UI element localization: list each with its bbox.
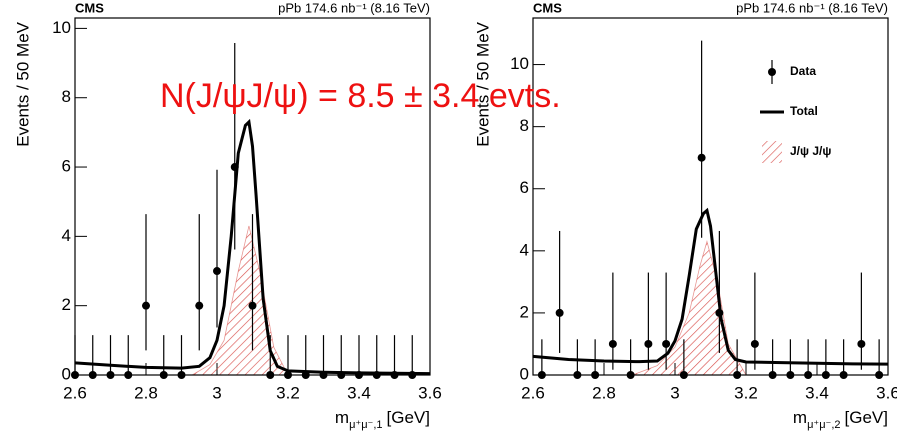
x-tick-label: 2.8 — [592, 383, 616, 402]
x-axis-title-main: m — [793, 408, 807, 427]
data-point — [750, 339, 759, 348]
y-tick-label: 2 — [520, 302, 529, 321]
data-point — [857, 339, 866, 348]
legend-symbol — [768, 68, 776, 76]
experiment-label: CMS — [533, 0, 562, 15]
plot-frame — [74, 17, 431, 376]
legend-label: Total — [790, 104, 818, 118]
x-axis-title-sub: μ⁺μ⁻,2 — [807, 419, 840, 431]
y-tick-label: 6 — [520, 178, 529, 197]
x-axis-title: mμ⁺μ⁻,1 [GeV] — [335, 408, 430, 431]
run-label: pPb 174.6 nb⁻¹ (8.16 TeV) — [736, 0, 888, 15]
data-point — [662, 339, 671, 348]
legend-label: J/ψ J/ψ — [790, 144, 831, 158]
run-label: pPb 174.6 nb⁻¹ (8.16 TeV) — [278, 0, 430, 15]
panel: 0 2 4 6 8 10 2.6 2.8 3 3.2 3.4 3.6 CMS pPb 174.6 nb⁻¹… — [473, 0, 897, 431]
data-point — [230, 163, 239, 172]
signal-area — [632, 240, 747, 376]
signal-area — [190, 225, 289, 376]
data-point — [608, 339, 617, 348]
x-tick-label: 3.2 — [276, 383, 300, 402]
data-point — [195, 301, 204, 310]
x-tick-label: 3.4 — [347, 383, 371, 402]
y-tick-label: 2 — [62, 295, 71, 314]
data-point — [715, 308, 724, 317]
data-point — [644, 339, 653, 348]
y-tick-label: 10 — [510, 54, 529, 73]
y-tick-label: 4 — [62, 226, 71, 245]
y-tick-label: 6 — [62, 157, 71, 176]
x-axis-title-main: m — [335, 408, 349, 427]
x-tick-label: 3 — [212, 383, 221, 402]
x-tick-label: 3.2 — [734, 383, 758, 402]
data-point — [248, 301, 257, 310]
x-tick-label: 3 — [670, 383, 679, 402]
overlay-annotation: N(J/ψJ/ψ) = 8.5 ± 3.4 evts. — [160, 77, 561, 115]
y-axis-title: Events / 50 MeV — [13, 21, 32, 146]
data-point — [555, 308, 564, 317]
y-tick-label: 8 — [62, 87, 71, 106]
x-tick-label: 3.4 — [805, 383, 829, 402]
x-tick-label: 2.6 — [521, 383, 545, 402]
y-tick-label: 0 — [62, 364, 71, 383]
panel: 0 2 4 6 8 10 2.6 2.8 3 3.2 3.4 3.6 CMS pPb 174.6 nb⁻¹… — [13, 0, 441, 431]
y-tick-label: 4 — [520, 240, 529, 259]
x-tick-label: 2.6 — [63, 383, 87, 402]
plots: 0 2 4 6 8 10 2.6 2.8 3 3.2 3.4 3.6 CMS pPb 174.6 nb⁻¹… — [13, 0, 897, 431]
x-tick-label: 3.6 — [418, 383, 442, 402]
data-point — [142, 301, 150, 310]
y-tick-label: 0 — [520, 364, 529, 383]
x-axis-title-sub: μ⁺μ⁻,1 — [349, 419, 382, 431]
x-axis-title-unit: [GeV] — [387, 408, 430, 427]
data-point — [213, 267, 221, 276]
legend-symbol — [762, 141, 782, 163]
x-tick-label: 2.8 — [134, 383, 158, 402]
y-tick-label: 8 — [520, 116, 529, 135]
data-point — [697, 153, 706, 162]
x-axis-title-unit: [GeV] — [845, 408, 888, 427]
x-tick-label: 3.6 — [876, 383, 897, 402]
x-axis-title: mμ⁺μ⁻,2 [GeV] — [793, 408, 888, 431]
legend-label: Data — [790, 64, 816, 78]
y-tick-label: 10 — [52, 18, 71, 37]
y-axis-title: Events / 50 MeV — [473, 21, 492, 146]
experiment-label: CMS — [75, 0, 104, 15]
plot-frame — [532, 17, 889, 376]
